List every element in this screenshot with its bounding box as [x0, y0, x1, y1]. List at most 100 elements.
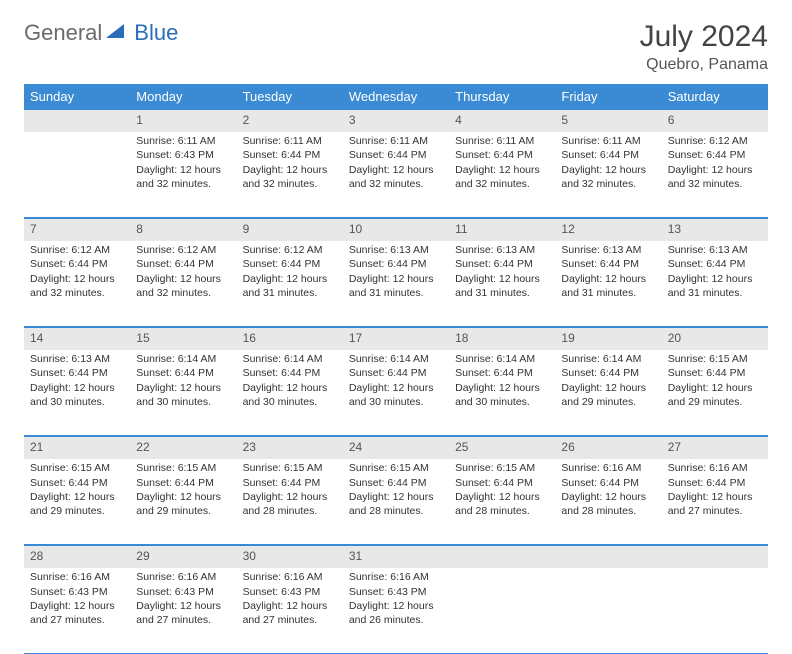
sunset-line: Sunset: 6:44 PM	[136, 258, 230, 272]
day-cell: Sunrise: 6:13 AMSunset: 6:44 PMDaylight:…	[449, 241, 555, 327]
day-cell: Sunrise: 6:11 AMSunset: 6:43 PMDaylight:…	[130, 132, 236, 218]
daylight-line: Daylight: 12 hours and 31 minutes.	[349, 273, 443, 300]
sunrise-line: Sunrise: 6:15 AM	[668, 353, 762, 367]
day-content: Sunrise: 6:15 AMSunset: 6:44 PMDaylight:…	[343, 459, 449, 526]
daynum-row: 28293031	[24, 545, 768, 568]
sunrise-line: Sunrise: 6:15 AM	[30, 462, 124, 476]
day-cell: Sunrise: 6:13 AMSunset: 6:44 PMDaylight:…	[343, 241, 449, 327]
sunrise-line: Sunrise: 6:13 AM	[30, 353, 124, 367]
empty-daynum	[449, 545, 555, 568]
sunset-line: Sunset: 6:44 PM	[349, 258, 443, 272]
day-number: 2	[237, 109, 343, 132]
day-cell: Sunrise: 6:11 AMSunset: 6:44 PMDaylight:…	[555, 132, 661, 218]
empty-cell	[24, 132, 130, 218]
day-cell: Sunrise: 6:12 AMSunset: 6:44 PMDaylight:…	[24, 241, 130, 327]
day-cell: Sunrise: 6:16 AMSunset: 6:43 PMDaylight:…	[24, 568, 130, 654]
sunrise-line: Sunrise: 6:14 AM	[455, 353, 549, 367]
sunrise-line: Sunrise: 6:12 AM	[243, 244, 337, 258]
day-content: Sunrise: 6:11 AMSunset: 6:43 PMDaylight:…	[130, 132, 236, 199]
sunrise-line: Sunrise: 6:11 AM	[136, 135, 230, 149]
sunrise-line: Sunrise: 6:15 AM	[136, 462, 230, 476]
day-content: Sunrise: 6:14 AMSunset: 6:44 PMDaylight:…	[343, 350, 449, 417]
calendar-table: SundayMondayTuesdayWednesdayThursdayFrid…	[24, 84, 768, 654]
day-number: 7	[24, 218, 130, 241]
sunrise-line: Sunrise: 6:16 AM	[561, 462, 655, 476]
day-cell: Sunrise: 6:12 AMSunset: 6:44 PMDaylight:…	[237, 241, 343, 327]
day-content: Sunrise: 6:12 AMSunset: 6:44 PMDaylight:…	[130, 241, 236, 308]
week-row: Sunrise: 6:16 AMSunset: 6:43 PMDaylight:…	[24, 568, 768, 654]
day-cell: Sunrise: 6:16 AMSunset: 6:44 PMDaylight:…	[555, 459, 661, 545]
sunset-line: Sunset: 6:44 PM	[243, 367, 337, 381]
daylight-line: Daylight: 12 hours and 27 minutes.	[668, 491, 762, 518]
day-number: 6	[662, 109, 768, 132]
weekday-friday: Friday	[555, 84, 661, 109]
sunset-line: Sunset: 6:44 PM	[243, 149, 337, 163]
day-number: 13	[662, 218, 768, 241]
daynum-row: 123456	[24, 109, 768, 132]
daylight-line: Daylight: 12 hours and 28 minutes.	[455, 491, 549, 518]
sunset-line: Sunset: 6:44 PM	[668, 258, 762, 272]
day-cell: Sunrise: 6:14 AMSunset: 6:44 PMDaylight:…	[343, 350, 449, 436]
sunset-line: Sunset: 6:44 PM	[30, 258, 124, 272]
day-number: 10	[343, 218, 449, 241]
daylight-line: Daylight: 12 hours and 30 minutes.	[349, 382, 443, 409]
daylight-line: Daylight: 12 hours and 28 minutes.	[349, 491, 443, 518]
daylight-line: Daylight: 12 hours and 28 minutes.	[243, 491, 337, 518]
day-cell: Sunrise: 6:13 AMSunset: 6:44 PMDaylight:…	[555, 241, 661, 327]
day-cell: Sunrise: 6:16 AMSunset: 6:43 PMDaylight:…	[237, 568, 343, 654]
daylight-line: Daylight: 12 hours and 29 minutes.	[668, 382, 762, 409]
sunset-line: Sunset: 6:44 PM	[455, 149, 549, 163]
daynum-row: 14151617181920	[24, 327, 768, 350]
sunrise-line: Sunrise: 6:12 AM	[136, 244, 230, 258]
sunrise-line: Sunrise: 6:11 AM	[243, 135, 337, 149]
daylight-line: Daylight: 12 hours and 30 minutes.	[136, 382, 230, 409]
sunrise-line: Sunrise: 6:11 AM	[455, 135, 549, 149]
day-cell: Sunrise: 6:15 AMSunset: 6:44 PMDaylight:…	[130, 459, 236, 545]
daylight-line: Daylight: 12 hours and 29 minutes.	[136, 491, 230, 518]
day-number: 30	[237, 545, 343, 568]
day-number: 12	[555, 218, 661, 241]
sunset-line: Sunset: 6:44 PM	[455, 477, 549, 491]
daylight-line: Daylight: 12 hours and 26 minutes.	[349, 600, 443, 627]
weekday-wednesday: Wednesday	[343, 84, 449, 109]
day-content: Sunrise: 6:11 AMSunset: 6:44 PMDaylight:…	[555, 132, 661, 199]
week-row: Sunrise: 6:11 AMSunset: 6:43 PMDaylight:…	[24, 132, 768, 218]
day-content: Sunrise: 6:15 AMSunset: 6:44 PMDaylight:…	[449, 459, 555, 526]
day-number: 19	[555, 327, 661, 350]
sunset-line: Sunset: 6:44 PM	[561, 149, 655, 163]
daylight-line: Daylight: 12 hours and 31 minutes.	[561, 273, 655, 300]
day-content: Sunrise: 6:16 AMSunset: 6:44 PMDaylight:…	[662, 459, 768, 526]
empty-cell	[449, 568, 555, 654]
sunrise-line: Sunrise: 6:11 AM	[349, 135, 443, 149]
day-number: 26	[555, 436, 661, 459]
day-content: Sunrise: 6:16 AMSunset: 6:44 PMDaylight:…	[555, 459, 661, 526]
weekday-saturday: Saturday	[662, 84, 768, 109]
sunset-line: Sunset: 6:44 PM	[668, 367, 762, 381]
day-number: 20	[662, 327, 768, 350]
daylight-line: Daylight: 12 hours and 32 minutes.	[30, 273, 124, 300]
sunset-line: Sunset: 6:43 PM	[243, 586, 337, 600]
daylight-line: Daylight: 12 hours and 32 minutes.	[136, 273, 230, 300]
daylight-line: Daylight: 12 hours and 32 minutes.	[561, 164, 655, 191]
empty-daynum	[555, 545, 661, 568]
daylight-line: Daylight: 12 hours and 28 minutes.	[561, 491, 655, 518]
sunset-line: Sunset: 6:44 PM	[30, 367, 124, 381]
day-content: Sunrise: 6:14 AMSunset: 6:44 PMDaylight:…	[237, 350, 343, 417]
sunrise-line: Sunrise: 6:16 AM	[668, 462, 762, 476]
day-number: 5	[555, 109, 661, 132]
day-cell: Sunrise: 6:15 AMSunset: 6:44 PMDaylight:…	[449, 459, 555, 545]
sunset-line: Sunset: 6:44 PM	[349, 477, 443, 491]
day-number: 21	[24, 436, 130, 459]
sunset-line: Sunset: 6:44 PM	[561, 367, 655, 381]
sunrise-line: Sunrise: 6:14 AM	[243, 353, 337, 367]
logo-triangle-icon	[106, 24, 124, 38]
weekday-row: SundayMondayTuesdayWednesdayThursdayFrid…	[24, 84, 768, 109]
location-label: Quebro, Panama	[640, 56, 768, 74]
day-content: Sunrise: 6:12 AMSunset: 6:44 PMDaylight:…	[237, 241, 343, 308]
sunset-line: Sunset: 6:43 PM	[136, 586, 230, 600]
day-number: 22	[130, 436, 236, 459]
day-number: 18	[449, 327, 555, 350]
weekday-tuesday: Tuesday	[237, 84, 343, 109]
daylight-line: Daylight: 12 hours and 30 minutes.	[455, 382, 549, 409]
day-cell: Sunrise: 6:16 AMSunset: 6:43 PMDaylight:…	[343, 568, 449, 654]
